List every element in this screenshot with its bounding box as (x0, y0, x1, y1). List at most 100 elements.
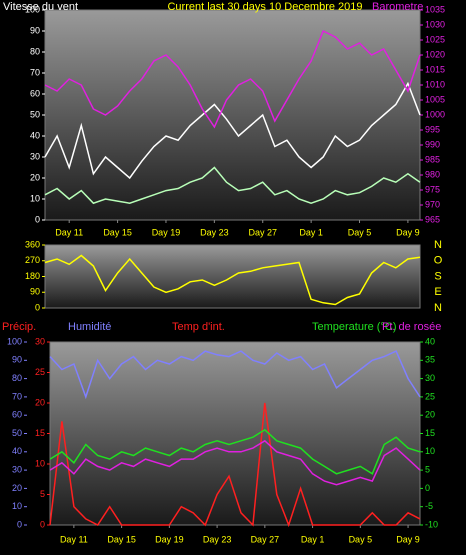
y2-tick-label: 1005 (425, 94, 445, 104)
chart-title: Current last 30 days 10 Decembre 2019 (167, 1, 362, 13)
legend-entry: Pt. de rosée (382, 321, 441, 333)
x-tick-label: Day 5 (349, 534, 373, 544)
y3-tick-label: 0 (425, 483, 430, 493)
y-tick-label: 100 (7, 336, 22, 346)
legend-entry: Humidité (68, 321, 111, 333)
y2-tick-label: 985 (425, 154, 440, 164)
y2-tick-label: 975 (425, 184, 440, 194)
y-tick-label: 180 (25, 271, 40, 281)
direction-label: E (434, 286, 441, 298)
series-line (44, 29, 421, 129)
y3-tick-label: 40 (425, 336, 435, 346)
y2-tick-label: 1035 (425, 4, 445, 14)
y-tick-label: 50 (30, 109, 40, 119)
y3-tick-label: 5 (425, 464, 430, 474)
y3-tick-label: -5 (425, 501, 433, 511)
direction-label: N (434, 239, 442, 251)
direction-label: O (434, 255, 443, 267)
direction-label: S (434, 270, 441, 282)
series-line (44, 81, 421, 180)
y-tick-label: 40 (12, 446, 22, 456)
x-tick-label: Day 11 (55, 227, 83, 237)
y-tick-label: 20 (30, 172, 40, 182)
y2-tick-label: 15 (35, 428, 45, 438)
y-tick-label: 80 (12, 373, 22, 383)
y2-tick-label: 995 (425, 124, 440, 134)
y-tick-label: 0 (35, 302, 40, 312)
y-tick-label: 50 (12, 428, 22, 438)
series-line (44, 166, 421, 205)
y-tick-label: 80 (30, 46, 40, 56)
y3-tick-label: 25 (425, 391, 435, 401)
x-tick-label: Day 9 (396, 534, 420, 544)
x-tick-label: Day 9 (396, 227, 420, 237)
x-tick-label: Day 15 (103, 227, 132, 237)
y2-axis-label: Barometre (372, 1, 423, 13)
y3-tick-label: 10 (425, 446, 435, 456)
y-tick-label: 0 (35, 214, 40, 224)
y3-tick-label: 15 (425, 428, 435, 438)
y3-tick-label: 35 (425, 355, 435, 365)
y-tick-label: 90 (12, 355, 22, 365)
y3-tick-label: -10 (425, 519, 438, 529)
x-tick-label: Day 1 (301, 534, 325, 544)
y-tick-label: 70 (12, 391, 22, 401)
x-tick-label: Day 27 (251, 534, 280, 544)
y2-tick-label: 30 (35, 336, 45, 346)
y-tick-label: 360 (25, 239, 40, 249)
x-tick-label: Day 5 (348, 227, 372, 237)
y2-tick-label: 970 (425, 199, 440, 209)
x-tick-label: Day 23 (203, 534, 232, 544)
annotation: Temp d'int. (172, 321, 225, 333)
x-tick-label: Day 11 (60, 534, 88, 544)
y-tick-label: 270 (25, 255, 40, 265)
y2-tick-label: 10 (35, 458, 45, 468)
y2-tick-label: 1000 (425, 109, 445, 119)
legend-entry: Précip. (2, 321, 36, 333)
y2-tick-label: 1030 (425, 19, 445, 29)
y-tick-label: 20 (12, 483, 22, 493)
y-tick-label: 90 (30, 25, 40, 35)
y2-tick-label: 990 (425, 139, 440, 149)
y-tick-label: 30 (12, 464, 22, 474)
y2-tick-label: 965 (425, 214, 440, 224)
y-tick-label: 70 (30, 67, 40, 77)
direction-label: N (434, 302, 442, 314)
series-line (49, 428, 421, 475)
y2-tick-label: 20 (35, 397, 45, 407)
y-tick-label: 60 (30, 88, 40, 98)
x-tick-label: Day 15 (107, 534, 136, 544)
y-tick-label: 100 (25, 4, 40, 14)
plot-area (44, 9, 421, 221)
y3-tick-label: 30 (425, 373, 435, 383)
y2-tick-label: 1020 (425, 49, 445, 59)
y-tick-label: 10 (30, 193, 40, 203)
y2-tick-label: 980 (425, 169, 440, 179)
x-tick-label: Day 23 (200, 227, 229, 237)
x-tick-label: Day 19 (155, 534, 184, 544)
y-tick-label: 0 (17, 519, 22, 529)
y2-tick-label: 25 (35, 367, 45, 377)
y-tick-label: 40 (30, 130, 40, 140)
x-tick-label: Day 19 (152, 227, 181, 237)
y2-tick-label: 1015 (425, 64, 445, 74)
series-line (44, 254, 421, 306)
y2-tick-label: 0 (40, 519, 45, 529)
series-line (49, 350, 421, 400)
y-tick-label: 10 (12, 501, 22, 511)
series-line (49, 402, 421, 528)
plot-area (49, 341, 421, 526)
y2-tick-label: 1010 (425, 79, 445, 89)
y2-tick-label: 5 (40, 489, 45, 499)
y2-tick-label: 1025 (425, 34, 445, 44)
y-tick-label: 90 (30, 287, 40, 297)
y-axis-label: Vitesse du vent (3, 1, 78, 13)
series-line (49, 439, 421, 486)
y-tick-label: 30 (30, 151, 40, 161)
y-tick-label: 60 (12, 410, 22, 420)
legend-entry: Temperature (°C) (312, 321, 396, 333)
x-tick-label: Day 27 (248, 227, 277, 237)
x-tick-label: Day 1 (299, 227, 323, 237)
y3-tick-label: 20 (425, 410, 435, 420)
